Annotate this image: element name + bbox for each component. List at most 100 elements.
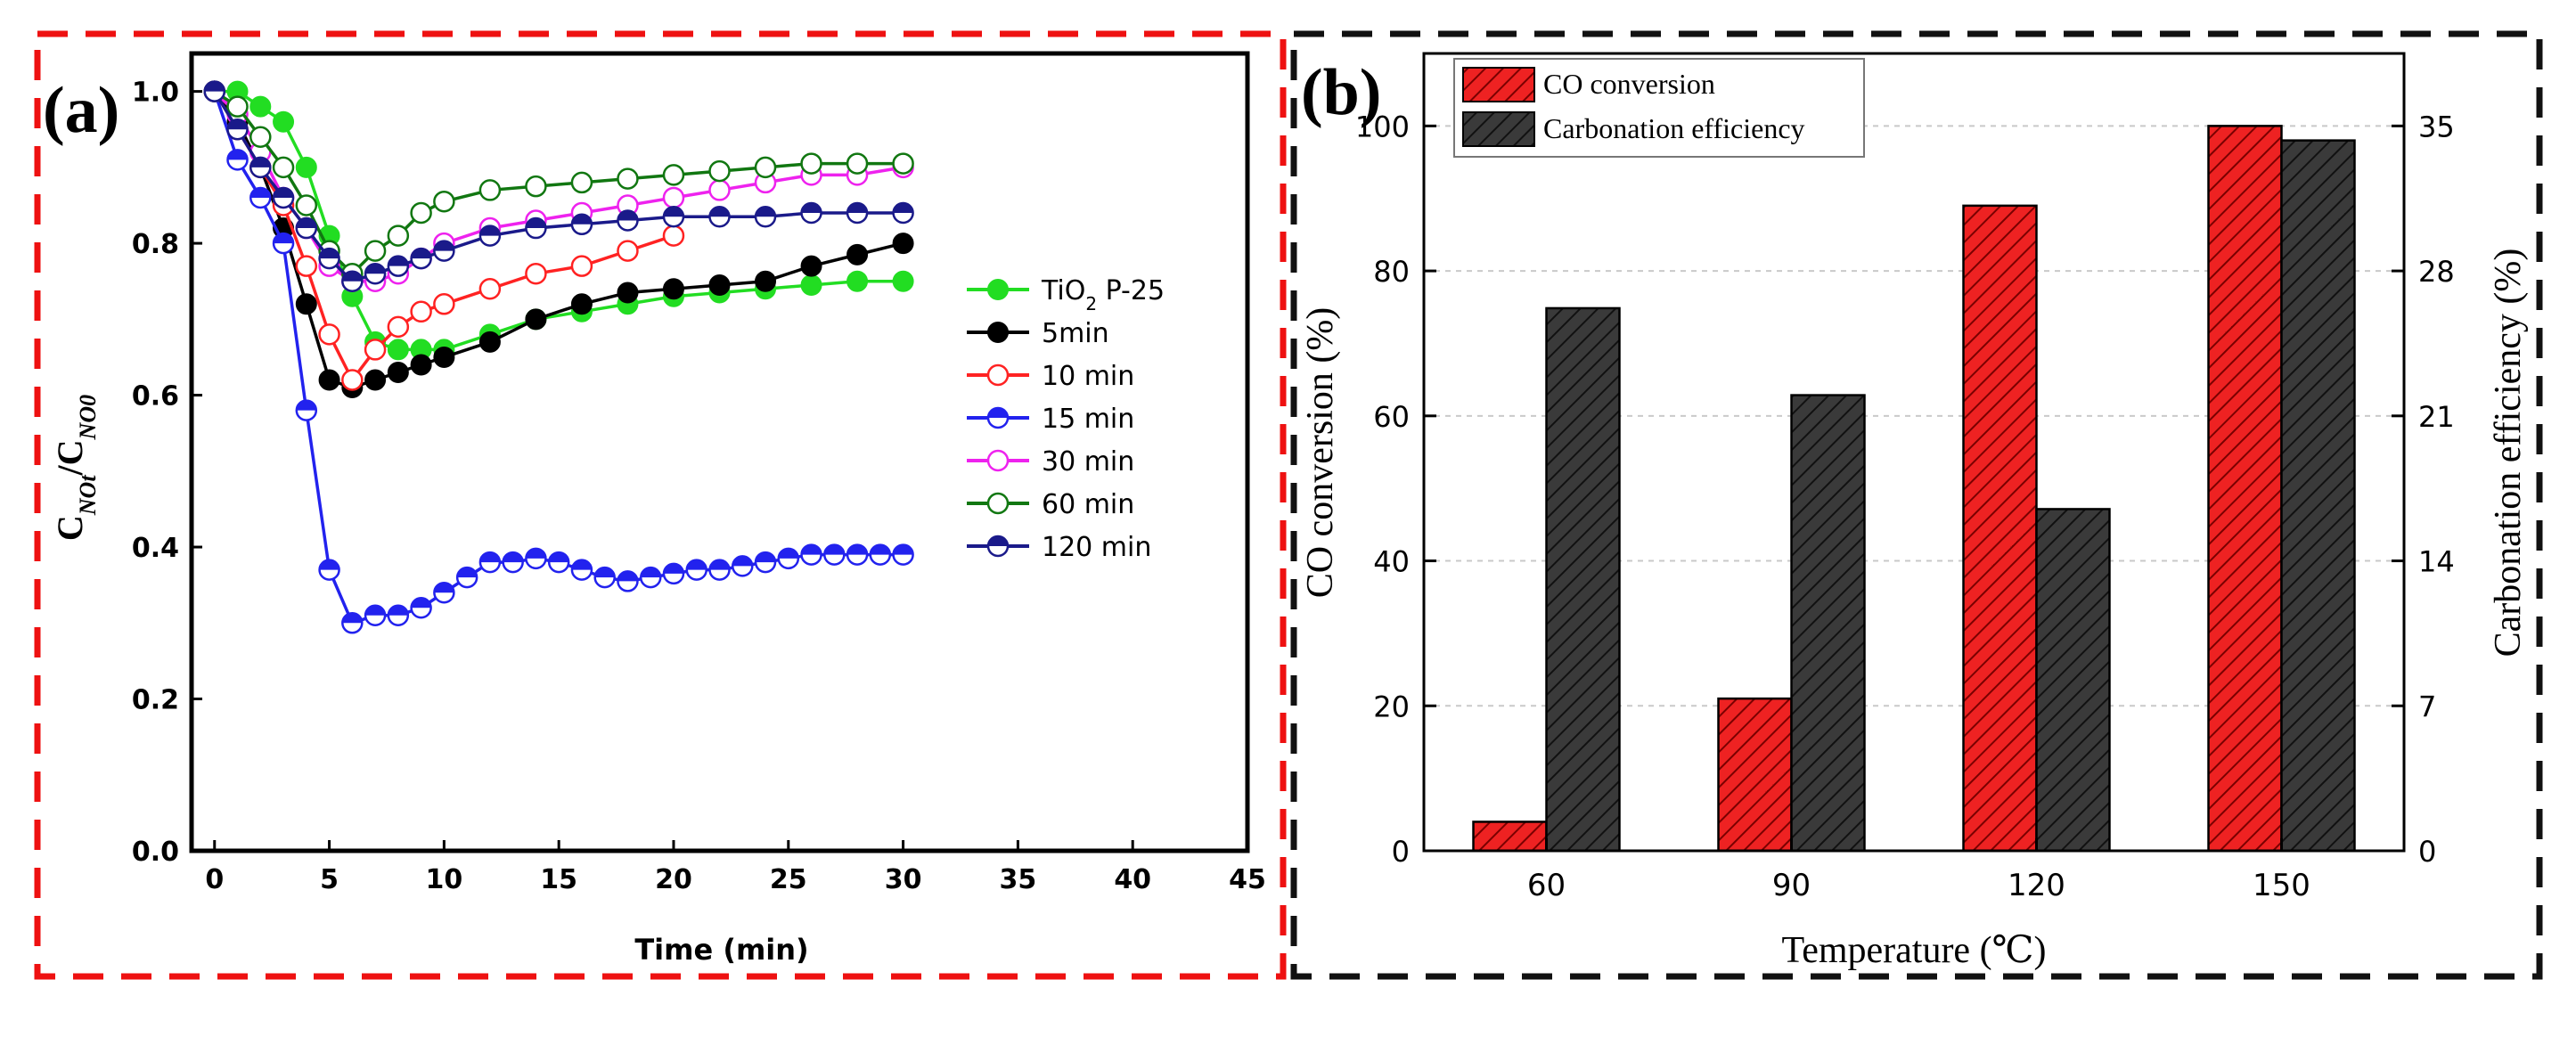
panel-a-plot-frame [189, 51, 1250, 853]
data-point [754, 156, 777, 179]
data-point [478, 277, 502, 300]
data-point [387, 255, 410, 277]
data-point [570, 559, 593, 581]
panel-b-ticks: 0 20 40 60 80 100 0 7 14 21 28 35 60 90 120 150 [1355, 110, 2455, 903]
data-point [846, 543, 869, 566]
data-point [364, 369, 387, 391]
legend-marker [986, 449, 1010, 472]
y-tick-label: 0.2 [132, 685, 179, 716]
data-point [800, 543, 822, 566]
data-point [570, 293, 593, 315]
legend-label: 5min [1042, 318, 1109, 349]
data-point [732, 555, 754, 577]
y-right-tick-label: 14 [2418, 545, 2455, 579]
data-point [846, 270, 869, 292]
bar-co-conversion [1962, 204, 2038, 853]
legend-item: 10 min [967, 361, 1134, 392]
data-point [777, 547, 800, 570]
data-point [754, 206, 777, 228]
data-point [226, 118, 249, 141]
data-point [249, 156, 272, 179]
x-tick-label: 30 [885, 864, 922, 895]
y-tick-label: 1.0 [132, 78, 179, 109]
data-point [433, 190, 455, 213]
x-tick-label: 60 [1527, 868, 1566, 903]
y-tick-label: 20 [1373, 690, 1410, 723]
data-point [617, 240, 639, 262]
data-point [410, 354, 432, 376]
x-tick-label: 150 [2253, 868, 2310, 903]
data-point [662, 186, 685, 209]
data-point [387, 225, 410, 247]
data-point [295, 216, 318, 240]
data-point [387, 339, 409, 361]
x-tick-label: 0 [205, 864, 224, 895]
legend-swatch [1462, 67, 1535, 102]
data-point [662, 278, 684, 300]
data-point [525, 547, 547, 570]
x-tick-label: 10 [425, 864, 462, 895]
data-point [662, 562, 685, 585]
series-line [213, 91, 904, 625]
y-right-tick-label: 35 [2418, 110, 2455, 143]
data-point [364, 604, 387, 627]
data-point [846, 152, 869, 175]
bar-carbonation-efficiency [2035, 508, 2111, 853]
data-point [525, 308, 547, 331]
panel-b-bars [1472, 125, 2356, 853]
legend-item: 5min [967, 318, 1109, 349]
legend-marker [987, 322, 1009, 343]
y-tick-label: 40 [1373, 545, 1410, 579]
bar-carbonation-efficiency [2280, 139, 2356, 853]
series-line [213, 90, 904, 283]
data-point [525, 216, 547, 240]
legend-item: Carbonation efficiency [1462, 111, 1805, 147]
data-point [708, 206, 731, 228]
data-point [249, 126, 272, 149]
data-point [708, 159, 731, 183]
bar-carbonation-efficiency [1545, 306, 1621, 853]
data-point [892, 270, 914, 292]
data-point [869, 543, 892, 566]
data-point [846, 243, 869, 265]
data-point [203, 80, 226, 102]
data-point [846, 201, 869, 225]
legend-marker [987, 279, 1009, 300]
data-point [525, 262, 547, 285]
panel-a-series [203, 80, 914, 634]
y-tick-label: 100 [1355, 110, 1410, 143]
series-line [213, 90, 904, 389]
bar-co-conversion [2207, 125, 2283, 853]
data-point [892, 152, 914, 175]
y-tick-label: 0 [1392, 835, 1410, 869]
data-point [249, 95, 272, 118]
legend-item: 60 min [967, 489, 1134, 520]
series-5min [203, 80, 914, 399]
legend-label: 10 min [1042, 361, 1134, 392]
data-point [272, 156, 295, 179]
data-point [800, 274, 822, 296]
panel-b-legend: CO conversion Carbonation efficiency [1453, 58, 1865, 158]
data-point [800, 201, 822, 225]
x-tick-label: 90 [1772, 868, 1811, 903]
data-point [617, 282, 639, 304]
legend-label: 30 min [1042, 446, 1134, 478]
legend-label: CO conversion [1543, 68, 1715, 100]
panel-a-y-axis-label: CNOt/CNO0 [50, 395, 101, 541]
data-point [570, 213, 593, 236]
data-point [433, 581, 455, 604]
data-point [800, 152, 822, 175]
legend-item: 120 min [967, 532, 1151, 563]
data-point [295, 194, 318, 216]
y-right-tick-label: 28 [2418, 255, 2455, 289]
data-point [478, 331, 501, 353]
panel-b-y-axis-right-label: Carbonation efficiency (%) [2488, 249, 2529, 657]
y-tick-label: 0.8 [132, 229, 179, 260]
legend-marker [986, 363, 1010, 387]
series-120-min [203, 80, 914, 292]
data-point [708, 179, 731, 201]
data-point [617, 570, 639, 592]
data-point [800, 255, 822, 277]
data-point [341, 270, 364, 292]
legend-label: Carbonation efficiency [1543, 112, 1805, 144]
